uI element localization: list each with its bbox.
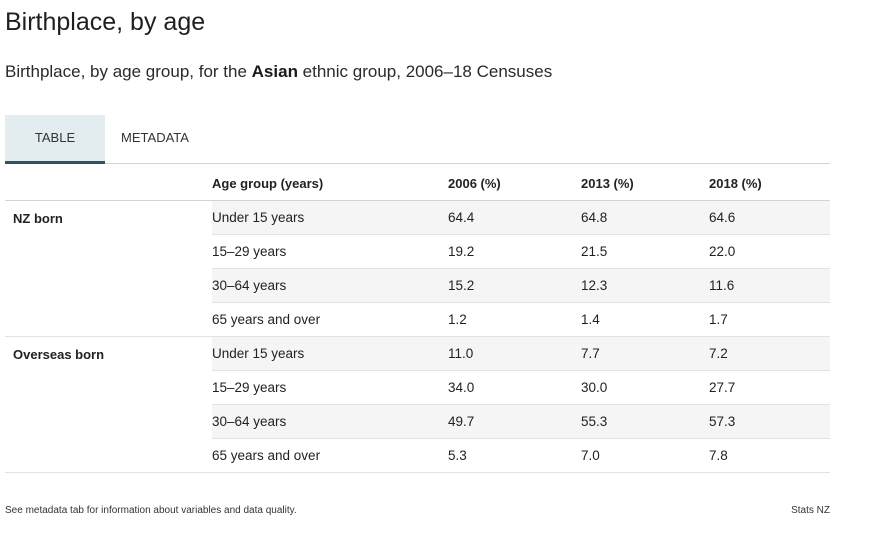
column-header-2018: 2018 (%) — [709, 166, 830, 201]
tab-bar: TABLE METADATA — [5, 115, 830, 164]
table-row: 30–64 years 49.7 55.3 57.3 — [5, 404, 830, 439]
subtitle-suffix: ethnic group, 2006–18 Censuses — [297, 62, 553, 81]
age-group-cell: 15–29 years — [212, 370, 448, 405]
value-2013-cell: 21.5 — [581, 234, 709, 269]
age-group-cell: 30–64 years — [212, 268, 448, 303]
value-2006-cell: 19.2 — [448, 234, 581, 269]
page-title: Birthplace, by age — [5, 8, 206, 36]
value-2018-cell: 7.8 — [709, 438, 830, 473]
age-group-cell: 30–64 years — [212, 404, 448, 439]
table-row: 65 years and over 1.2 1.4 1.7 — [5, 302, 830, 337]
table-header-row: Age group (years) 2006 (%) 2013 (%) 2018… — [5, 166, 830, 201]
value-2006-cell: 15.2 — [448, 268, 581, 303]
age-group-cell: 15–29 years — [212, 234, 448, 269]
subtitle-ethnic-group: Asian — [251, 62, 298, 81]
age-group-cell: 65 years and over — [212, 438, 448, 473]
value-2018-cell: 57.3 — [709, 404, 830, 439]
age-group-cell: Under 15 years — [212, 336, 448, 371]
value-2013-cell: 30.0 — [581, 370, 709, 405]
value-2006-cell: 49.7 — [448, 404, 581, 439]
table-row: 30–64 years 15.2 12.3 11.6 — [5, 268, 830, 303]
tab-table[interactable]: TABLE — [5, 115, 105, 164]
table-row: 15–29 years 34.0 30.0 27.7 — [5, 370, 830, 405]
source-credit: Stats NZ — [791, 505, 830, 516]
value-2006-cell: 5.3 — [448, 438, 581, 473]
value-2006-cell: 34.0 — [448, 370, 581, 405]
value-2018-cell: 11.6 — [709, 268, 830, 303]
value-2013-cell: 55.3 — [581, 404, 709, 439]
column-header-2006: 2006 (%) — [448, 166, 581, 201]
column-header-2013: 2013 (%) — [581, 166, 709, 201]
value-2018-cell: 1.7 — [709, 302, 830, 337]
value-2013-cell: 7.7 — [581, 336, 709, 371]
value-2018-cell: 27.7 — [709, 370, 830, 405]
value-2013-cell: 7.0 — [581, 438, 709, 473]
table-row: Overseas born Under 15 years 11.0 7.7 7.… — [5, 336, 830, 473]
data-table: Age group (years) 2006 (%) 2013 (%) 2018… — [5, 166, 830, 473]
value-2018-cell: 64.6 — [709, 200, 830, 235]
value-2006-cell: 1.2 — [448, 302, 581, 337]
age-group-cell: 65 years and over — [212, 302, 448, 337]
value-2013-cell: 12.3 — [581, 268, 709, 303]
subtitle-prefix: Birthplace, by age group, for the — [5, 62, 252, 81]
table-row: 15–29 years 19.2 21.5 22.0 — [5, 234, 830, 269]
value-2013-cell: 1.4 — [581, 302, 709, 337]
value-2006-cell: 11.0 — [448, 336, 581, 371]
value-2006-cell: 64.4 — [448, 200, 581, 235]
tab-metadata[interactable]: METADATA — [121, 130, 189, 145]
page-subtitle: Birthplace, by age group, for the Asian … — [5, 62, 552, 82]
value-2013-cell: 64.8 — [581, 200, 709, 235]
age-group-cell: Under 15 years — [212, 200, 448, 235]
group-column-header — [5, 166, 212, 201]
row-group-label: NZ born — [5, 200, 212, 337]
column-header-age-group: Age group (years) — [212, 166, 448, 201]
metadata-note: See metadata tab for information about v… — [5, 505, 297, 516]
value-2018-cell: 7.2 — [709, 336, 830, 371]
table-row: 65 years and over 5.3 7.0 7.8 — [5, 438, 830, 473]
table-row: NZ born Under 15 years 64.4 64.8 64.6 — [5, 200, 830, 337]
row-group-label: Overseas born — [5, 336, 212, 473]
value-2018-cell: 22.0 — [709, 234, 830, 269]
